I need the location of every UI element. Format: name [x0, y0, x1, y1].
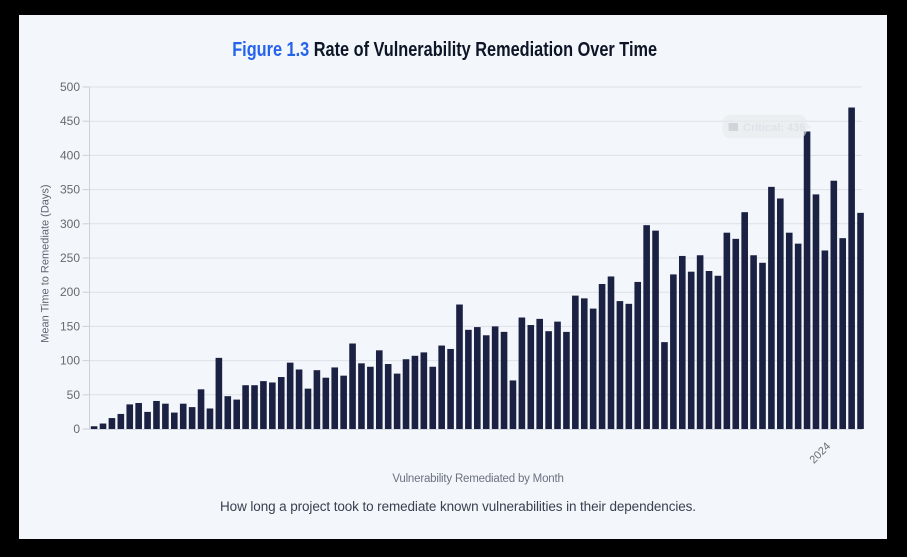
svg-text:100: 100 [60, 354, 80, 368]
svg-text:Mean Time to Remediate (Days): Mean Time to Remediate (Days) [40, 184, 52, 342]
svg-text:Critical: 436: Critical: 436 [743, 122, 805, 134]
svg-text:150: 150 [60, 319, 80, 333]
svg-text:2024: 2024 [807, 440, 833, 466]
svg-text:350: 350 [60, 183, 80, 197]
svg-text:450: 450 [60, 114, 80, 128]
svg-text:300: 300 [60, 217, 80, 231]
svg-text:400: 400 [60, 148, 80, 162]
svg-text:0: 0 [73, 422, 80, 436]
svg-text:50: 50 [67, 388, 81, 402]
svg-text:200: 200 [60, 285, 80, 299]
svg-text:250: 250 [60, 251, 80, 265]
svg-text:Vulnerability Remediated by Mo: Vulnerability Remediated by Month [392, 473, 563, 485]
svg-text:500: 500 [60, 80, 80, 94]
